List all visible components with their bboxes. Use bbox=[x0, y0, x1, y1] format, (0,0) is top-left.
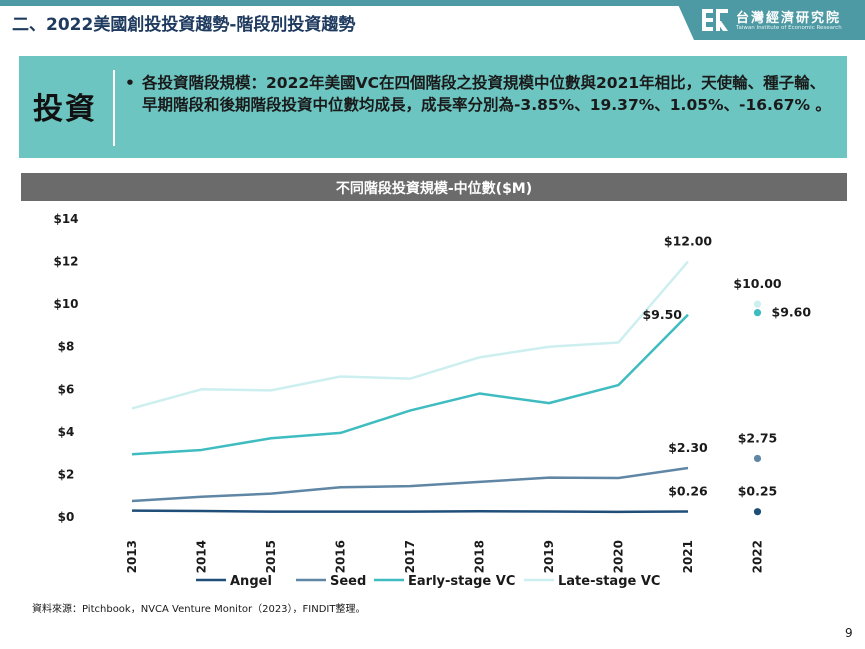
x-tick-label: 2014 bbox=[195, 540, 209, 573]
y-tick-label: $6 bbox=[58, 382, 75, 396]
x-tick-label: 2017 bbox=[403, 540, 417, 573]
series-point bbox=[753, 300, 762, 308]
slide-title: 二、2022美國創投投資趨勢-階段別投資趨勢 bbox=[12, 15, 356, 35]
header-accent-bar bbox=[0, 0, 865, 6]
tier-logo-icon bbox=[702, 9, 728, 31]
series-line bbox=[131, 509, 689, 514]
y-tick-label: $8 bbox=[58, 340, 75, 354]
series-point bbox=[753, 454, 762, 463]
y-tick-label: $12 bbox=[53, 255, 78, 269]
series-lines bbox=[131, 260, 689, 514]
data-label: $12.00 bbox=[664, 234, 713, 249]
data-label: $9.60 bbox=[772, 305, 812, 320]
y-axis-ticks: $0 $2 $4 $6 $8 $10 $12 $14 bbox=[53, 212, 78, 524]
series-point bbox=[753, 508, 762, 516]
y-tick-label: $4 bbox=[58, 425, 75, 439]
x-tick-label: 2019 bbox=[542, 540, 556, 573]
y-tick-label: $0 bbox=[58, 510, 75, 524]
legend-label: Angel bbox=[230, 574, 272, 589]
legend-label: Seed bbox=[330, 574, 366, 589]
data-label: $0.25 bbox=[738, 484, 778, 499]
summary-text: • 各投資階段規模：2022年美國VC在四個階段之投資規模中位數與2021年相比… bbox=[125, 72, 837, 116]
x-tick-label: 2022 bbox=[751, 540, 765, 573]
chart-legend: Angel Seed Early-stage VC Late-stage VC bbox=[196, 574, 660, 589]
data-labels: $12.00 $9.50 $2.30 $0.26 $10.00 $9.60 $2.75 $0.… bbox=[642, 234, 811, 499]
slide-header: 二、2022美國創投投資趨勢-階段別投資趨勢 台灣經濟研究院 Taiwan In… bbox=[0, 0, 865, 46]
y-tick-label: $14 bbox=[53, 212, 78, 226]
x-tick-label: 2016 bbox=[334, 540, 348, 573]
series-line bbox=[131, 260, 689, 410]
legend-label: Early-stage VC bbox=[408, 574, 515, 589]
x-tick-label: 2021 bbox=[681, 540, 695, 573]
summary-box: 投資 • 各投資階段規模：2022年美國VC在四個階段之投資規模中位數與2021… bbox=[19, 56, 847, 158]
series-points bbox=[753, 300, 762, 516]
data-label: $2.75 bbox=[738, 430, 778, 445]
data-label: $2.30 bbox=[668, 440, 708, 455]
summary-body: 各投資階段規模：2022年美國VC在四個階段之投資規模中位數與2021年相比，天… bbox=[142, 74, 831, 114]
x-tick-label: 2020 bbox=[612, 540, 626, 573]
x-axis-ticks: 2013 2014 2015 2016 2017 2018 2019 2020 2021 2022 bbox=[125, 540, 765, 573]
x-tick-label: 2018 bbox=[473, 540, 487, 573]
data-label: $9.50 bbox=[642, 307, 682, 322]
data-label: $0.26 bbox=[668, 483, 708, 498]
series-line bbox=[131, 313, 689, 456]
x-tick-label: 2015 bbox=[264, 540, 278, 573]
source-note: 資料來源：Pitchbook，NVCA Venture Monitor（2023… bbox=[32, 604, 366, 615]
logo-chinese-name: 台灣經濟研究院 bbox=[736, 11, 842, 26]
y-tick-label: $10 bbox=[53, 297, 78, 311]
line-chart: $0 $2 $4 $6 $8 $10 $12 $14 2013 2014 2015 2016 2017… bbox=[53, 212, 811, 589]
series-line bbox=[131, 466, 689, 503]
logo-english-name: Taiwan Institute of Economic Research bbox=[736, 25, 842, 31]
chart-title: 不同階段投資規模-中位數($M) bbox=[335, 181, 533, 197]
legend-label: Late-stage VC bbox=[558, 574, 660, 589]
data-label: $10.00 bbox=[733, 276, 782, 291]
series-point bbox=[753, 309, 762, 317]
chart-title-bar: 不同階段投資規模-中位數($M) bbox=[21, 173, 847, 201]
bullet-icon: • bbox=[125, 74, 135, 92]
x-tick-label: 2013 bbox=[125, 540, 139, 573]
summary-divider bbox=[113, 70, 115, 146]
page-number: 9 bbox=[845, 626, 853, 640]
y-tick-label: $2 bbox=[58, 467, 75, 481]
summary-label: 投資 bbox=[33, 92, 97, 127]
